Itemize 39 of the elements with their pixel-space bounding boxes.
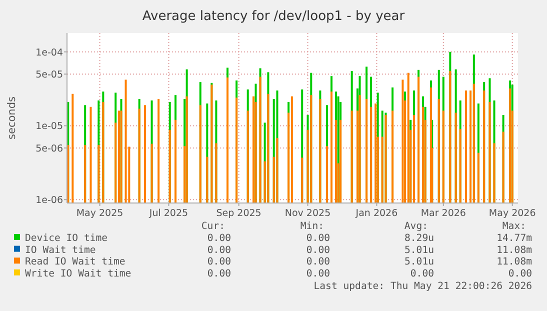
y-tick-label: 1e-05 <box>36 121 63 132</box>
text: 11.08m <box>496 256 532 268</box>
text: Max: <box>502 221 526 232</box>
x-tick-label: Jul 2025 <box>148 208 188 219</box>
text: 0.00 <box>207 244 232 256</box>
y-axis-title: seconds <box>6 96 18 140</box>
chart-title: Average latency for /dev/loop1 - by year <box>142 9 406 24</box>
text: 8.29u <box>404 233 434 244</box>
x-tick-label: Nov 2025 <box>284 208 331 219</box>
y-tick-label: 1e-04 <box>36 47 63 58</box>
text: Cur: <box>201 221 225 232</box>
text: 0.00 <box>508 268 532 280</box>
y-tick-label: 1e-06 <box>36 195 63 206</box>
x-tick-label: May 2025 <box>76 208 124 219</box>
text: 5.01u <box>404 244 434 256</box>
legend-label: Device IO time <box>25 233 108 244</box>
text: Last update: Thu May 21 22:00:26 2026 <box>314 281 532 292</box>
text: 0.00 <box>306 256 330 268</box>
text: 0.00 <box>306 233 330 244</box>
text: 5.01u <box>404 256 434 268</box>
x-tick-label: May 2026 <box>488 208 536 219</box>
text: Min: <box>300 221 324 232</box>
legend-label: Read IO Wait time <box>25 256 126 268</box>
legend-label: IO Wait time <box>25 244 96 256</box>
text: 0.00 <box>207 256 232 268</box>
text: 0.00 <box>306 244 330 256</box>
legend-label: Write IO Wait time <box>25 268 132 280</box>
text: 14.77m <box>496 233 532 244</box>
text: 0.00 <box>207 233 232 244</box>
y-tick-label: 5e-06 <box>36 143 63 154</box>
x-tick-label: Sep 2025 <box>216 208 262 219</box>
text: 0.00 <box>306 268 330 280</box>
text: 0.00 <box>207 268 232 280</box>
x-tick-label: Mar 2026 <box>420 208 466 219</box>
text: 0.00 <box>410 268 434 280</box>
text: 11.08m <box>496 244 532 256</box>
x-tick-label: Jan 2026 <box>354 208 398 219</box>
text: Avg: <box>404 221 428 232</box>
y-tick-label: 5e-05 <box>36 70 63 81</box>
